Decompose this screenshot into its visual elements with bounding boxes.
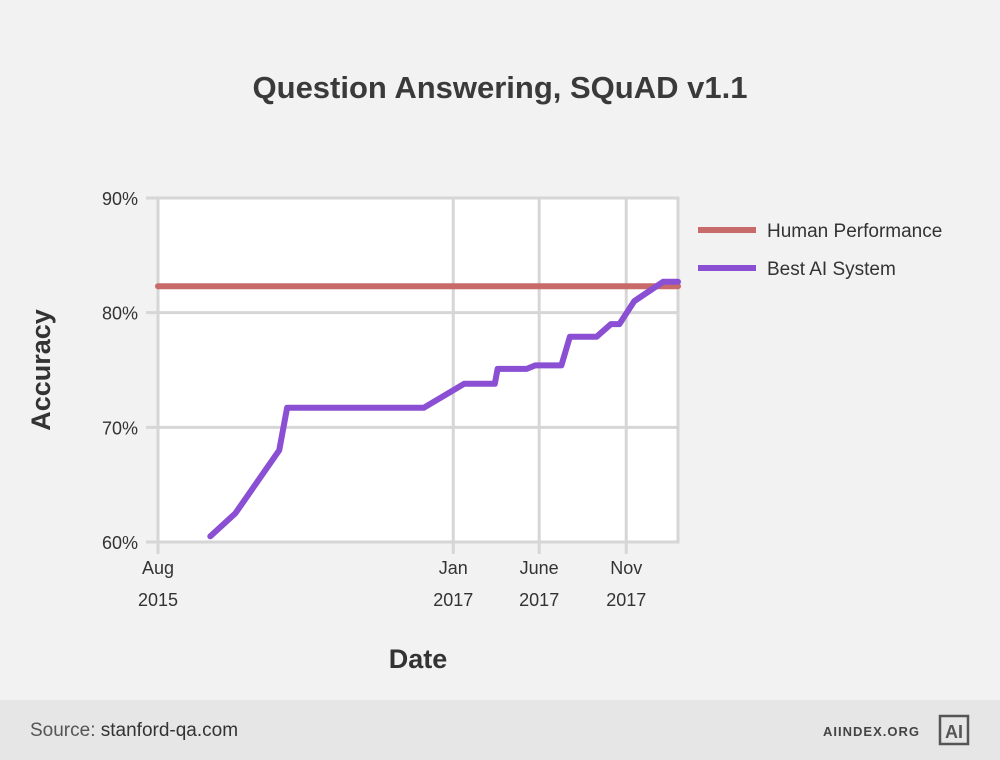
x-tick-label: Nov	[610, 558, 642, 578]
y-axis-label: Accuracy	[26, 309, 56, 431]
brand-text: AIINDEX.ORG	[823, 724, 920, 739]
y-tick-label: 90%	[102, 189, 138, 209]
footer: Source: stanford-qa.com AIINDEX.ORG AI	[0, 700, 1000, 760]
logo-text: AI	[945, 722, 963, 742]
x-tick-label: 2017	[519, 590, 559, 610]
legend-label-best-ai-system: Best AI System	[767, 259, 896, 280]
y-tick-label: 60%	[102, 533, 138, 553]
plot-background	[156, 196, 680, 544]
x-tick-label: June	[520, 558, 559, 578]
x-tick-label: Jan	[439, 558, 468, 578]
x-tick-label: Aug	[142, 558, 174, 578]
source-text: Source: stanford-qa.com	[30, 720, 238, 742]
source-link[interactable]: stanford-qa.com	[100, 720, 239, 741]
x-tick-label: 2017	[606, 590, 646, 610]
y-tick-label: 80%	[102, 304, 138, 324]
chart-title: Question Answering, SQuAD v1.1	[252, 70, 748, 105]
source-label: Source:	[30, 720, 96, 741]
x-tick-label: 2015	[138, 590, 178, 610]
y-tick-label: 70%	[102, 418, 138, 438]
ai-index-logo: AI	[938, 714, 970, 746]
x-axis-label: Date	[389, 644, 448, 674]
series-line-best-ai-system	[207, 278, 681, 540]
plot-area: 60% 70% 80% 90% Aug 2015 Jan 2017 June 2017 Nov 201…	[26, 189, 942, 674]
x-tick-label: 2017	[433, 590, 473, 610]
chart: 60% 70% 80% 90% Aug 2015 Jan 2017 June 2017 Nov 201…	[26, 189, 942, 674]
legend-label-human-performance: Human Performance	[767, 221, 942, 242]
